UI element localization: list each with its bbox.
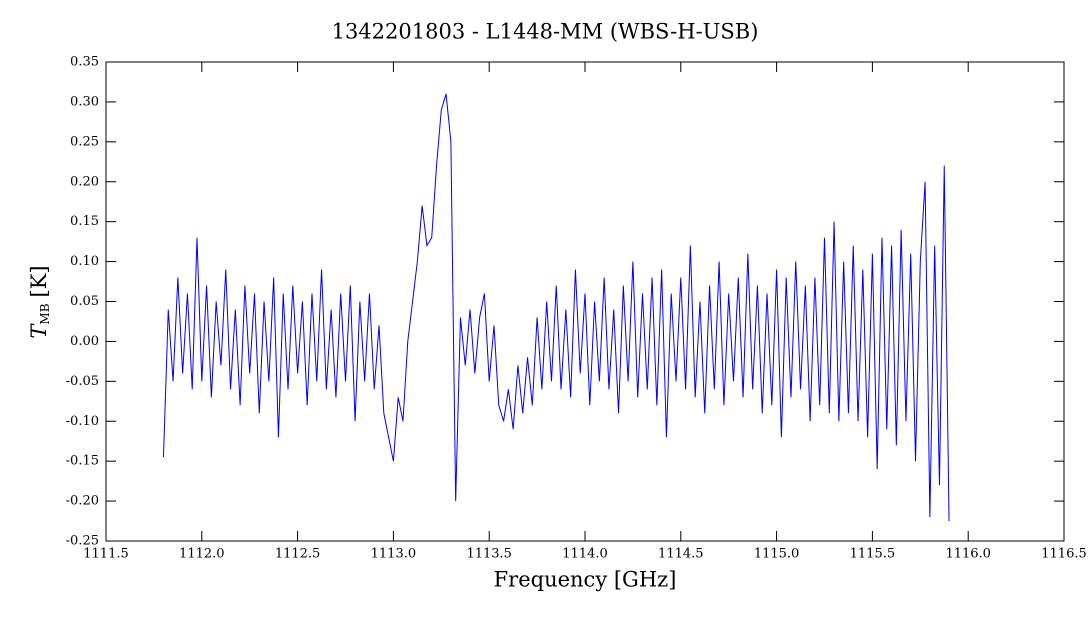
y-tick-label: 0.25 xyxy=(70,134,99,149)
x-tick-label: 1116.5 xyxy=(1041,547,1087,562)
y-tick-label: 0.05 xyxy=(70,294,99,309)
x-tick-label: 1111.5 xyxy=(83,547,129,562)
y-tick-label: -0.10 xyxy=(66,414,99,429)
chart-title: 1342201803 - L1448-MM (WBS-H-USB) xyxy=(332,20,759,44)
y-tick-label: -0.25 xyxy=(66,534,99,549)
x-tick-label: 1113.5 xyxy=(466,547,512,562)
y-tick-label: 0.00 xyxy=(70,334,99,349)
y-tick-label: -0.15 xyxy=(66,454,99,469)
x-tick-label: 1112.0 xyxy=(179,547,225,562)
x-tick-label: 1114.5 xyxy=(658,547,704,562)
x-tick-label: 1116.0 xyxy=(945,547,991,562)
y-label-unit: [K] xyxy=(27,265,51,297)
x-tick-label: 1112.5 xyxy=(275,547,321,562)
x-tick-label: 1113.0 xyxy=(371,547,417,562)
y-label-main: T xyxy=(27,323,51,339)
y-tick-label: 0.20 xyxy=(70,174,99,189)
y-tick-label: 0.15 xyxy=(70,214,99,229)
y-axis-label: TMB [K] xyxy=(27,265,52,338)
spectrum-line xyxy=(162,93,950,522)
x-tick-label: 1114.0 xyxy=(562,547,608,562)
y-tick-label: 0.10 xyxy=(70,254,99,269)
y-tick-label: 0.35 xyxy=(70,55,99,70)
y-tick-label: -0.20 xyxy=(66,494,99,509)
x-axis-label: Frequency [GHz] xyxy=(494,568,677,592)
y-label-sub: MB xyxy=(38,303,52,324)
x-tick-label: 1115.0 xyxy=(754,547,800,562)
y-tick-label: -0.05 xyxy=(66,374,99,389)
x-tick-label: 1115.5 xyxy=(850,547,896,562)
y-tick-label: 0.30 xyxy=(70,94,99,109)
